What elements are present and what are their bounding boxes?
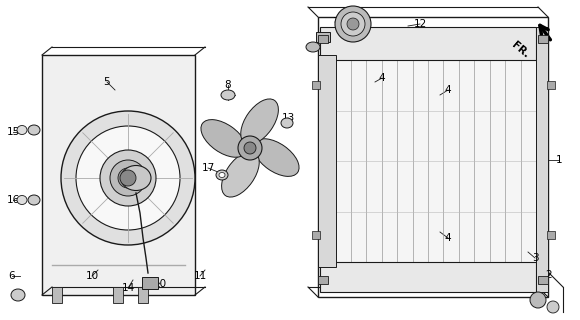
Ellipse shape xyxy=(11,289,25,301)
Circle shape xyxy=(76,126,180,230)
Text: 10: 10 xyxy=(154,279,166,289)
Ellipse shape xyxy=(306,42,320,52)
Text: 16: 16 xyxy=(6,195,20,205)
Ellipse shape xyxy=(17,196,27,204)
Bar xyxy=(320,60,536,262)
Bar xyxy=(538,276,548,284)
Bar xyxy=(52,287,62,303)
Bar xyxy=(142,277,158,289)
Bar xyxy=(320,262,536,292)
Ellipse shape xyxy=(221,90,235,100)
Circle shape xyxy=(530,292,546,308)
Circle shape xyxy=(100,150,156,206)
Text: 4: 4 xyxy=(379,73,385,83)
Ellipse shape xyxy=(28,125,40,135)
Bar xyxy=(320,27,536,60)
Text: 2: 2 xyxy=(546,270,552,280)
Ellipse shape xyxy=(222,152,259,197)
Text: 4: 4 xyxy=(445,85,451,95)
Circle shape xyxy=(61,111,195,245)
Text: 4: 4 xyxy=(445,233,451,243)
Bar xyxy=(318,276,328,284)
Text: 7: 7 xyxy=(332,17,338,27)
Bar xyxy=(538,35,548,43)
Bar xyxy=(113,287,123,303)
Bar xyxy=(318,55,336,267)
Text: 9: 9 xyxy=(132,163,138,173)
Text: 3: 3 xyxy=(532,253,538,263)
Bar xyxy=(138,287,148,303)
Ellipse shape xyxy=(241,99,278,144)
Ellipse shape xyxy=(253,139,299,176)
Bar xyxy=(318,35,328,43)
Text: 1: 1 xyxy=(556,155,563,165)
Text: 11: 11 xyxy=(193,271,206,281)
Text: 5: 5 xyxy=(104,77,110,87)
Ellipse shape xyxy=(281,118,293,128)
Bar xyxy=(316,32,330,42)
Text: 13: 13 xyxy=(281,113,295,123)
Text: 10: 10 xyxy=(85,271,99,281)
Ellipse shape xyxy=(201,120,246,157)
Bar xyxy=(547,81,555,89)
Text: 6: 6 xyxy=(9,271,15,281)
Circle shape xyxy=(120,170,136,186)
Ellipse shape xyxy=(28,195,40,205)
Text: FR.: FR. xyxy=(509,40,531,60)
Circle shape xyxy=(347,18,359,30)
Ellipse shape xyxy=(17,125,27,134)
Ellipse shape xyxy=(121,165,151,190)
Ellipse shape xyxy=(219,172,225,178)
Circle shape xyxy=(118,168,138,188)
Circle shape xyxy=(335,6,371,42)
Bar xyxy=(536,27,548,292)
Text: 17: 17 xyxy=(201,163,215,173)
Circle shape xyxy=(110,160,146,196)
Circle shape xyxy=(244,142,256,154)
Bar xyxy=(547,231,555,239)
Circle shape xyxy=(341,12,365,36)
Text: 12: 12 xyxy=(414,19,427,29)
Text: 14: 14 xyxy=(121,283,135,293)
Text: 15: 15 xyxy=(6,127,20,137)
Ellipse shape xyxy=(216,170,228,180)
Bar xyxy=(42,55,195,295)
Circle shape xyxy=(238,136,262,160)
Bar xyxy=(312,81,320,89)
Bar xyxy=(312,231,320,239)
Text: 8: 8 xyxy=(224,80,231,90)
Circle shape xyxy=(547,301,559,313)
